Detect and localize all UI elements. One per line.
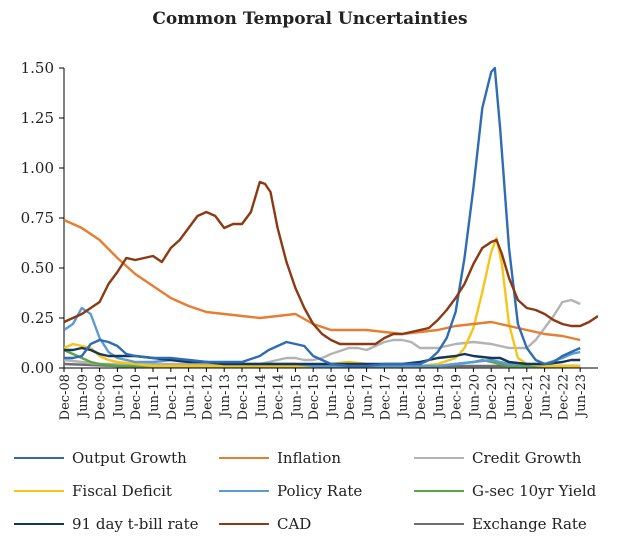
legend-swatch-credit-growth <box>414 457 464 459</box>
legend-item-credit-growth: Credit Growth <box>414 448 581 468</box>
x-tick-label: Jun-21 <box>503 374 518 419</box>
x-tick-label: Jun-11 <box>147 374 162 419</box>
legend-item-91-day-tbill-rate: 91 day t-bill rate <box>14 514 199 534</box>
x-tick-label: Dec-16 <box>343 374 358 420</box>
x-tick-label: Dec-17 <box>378 374 393 420</box>
legend-swatch-91-day-tbill-rate <box>14 523 64 525</box>
x-tick-label: Jun-18 <box>396 374 411 419</box>
x-tick-label: Jun-19 <box>432 374 447 419</box>
x-tick-label: Jun-14 <box>254 374 269 419</box>
legend-label: Policy Rate <box>277 482 363 500</box>
y-tick-label: 0.25 <box>21 309 54 327</box>
legend-item-output-growth: Output Growth <box>14 448 187 468</box>
legend-swatch-policy-rate <box>219 490 269 492</box>
legend-item-fiscal-deficit: Fiscal Deficit <box>14 481 172 501</box>
legend-swatch-gsec-10yr-yield <box>414 490 464 492</box>
y-tick-label: 1.00 <box>21 159 54 177</box>
legend-item-inflation: Inflation <box>219 448 341 468</box>
legend-swatch-fiscal-deficit <box>14 490 64 492</box>
x-tick-label: Dec-12 <box>200 374 215 420</box>
x-tick-label: Dec-22 <box>556 374 571 420</box>
series-line-credit-growth <box>64 298 581 366</box>
x-tick-label: Jun-12 <box>183 374 198 419</box>
x-tick-label: Jun-20 <box>467 374 482 419</box>
y-tick-label: 1.50 <box>21 59 54 77</box>
x-tick-label: Jun-13 <box>218 374 233 419</box>
x-tick-label: Dec-21 <box>521 374 536 420</box>
legend-label: CAD <box>277 515 312 533</box>
x-tick-label: Jun-22 <box>539 374 554 419</box>
x-tick-label: Dec-19 <box>450 374 465 420</box>
series-line-cad <box>64 180 598 346</box>
x-tick-label: Jun-16 <box>325 374 340 419</box>
chart-plot: 0.00 0.25 0.50 0.75 1.00 1.25 1.50 Dec-08 Jun-09… <box>21 59 598 420</box>
y-tick-label: 0.50 <box>21 259 54 277</box>
legend-label: Exchange Rate <box>472 515 587 533</box>
x-tick-label: Dec-15 <box>307 374 322 420</box>
legend-label: Credit Growth <box>472 449 582 467</box>
legend-label: G-sec 10yr Yield <box>472 482 597 500</box>
x-tick-label: Dec-18 <box>414 374 429 420</box>
legend-label: 91 day t-bill rate <box>72 515 199 533</box>
legend-swatch-output-growth <box>14 457 64 459</box>
x-tick-label: Jun-23 <box>574 374 589 419</box>
x-tick-label: Dec-08 <box>58 374 73 420</box>
x-tick-label: Dec-20 <box>485 374 500 420</box>
x-tick-label: Jun-15 <box>289 374 304 419</box>
x-tick-label: Jun-10 <box>111 374 126 419</box>
x-tick-label: Dec-10 <box>129 374 144 420</box>
y-tick-label: 0.00 <box>21 359 54 377</box>
series-line-inflation <box>64 218 581 342</box>
x-tick-label: Dec-14 <box>272 374 287 420</box>
legend-item-policy-rate: Policy Rate <box>219 481 362 501</box>
y-tick-label: 1.25 <box>21 109 54 127</box>
legend-swatch-cad <box>219 523 269 525</box>
legend-item-cad: CAD <box>219 514 311 534</box>
series-line-output-growth <box>64 66 581 368</box>
x-tick-label: Jun-17 <box>361 374 376 419</box>
legend-swatch-exchange-rate <box>414 523 464 525</box>
series-line-91-day-t-bill-rate <box>64 346 581 366</box>
legend-swatch-inflation <box>219 457 269 459</box>
chart-title: Common Temporal Uncertainties <box>152 9 468 29</box>
x-tick-label: Dec-11 <box>165 374 180 420</box>
legend-item-gsec-10yr-yield: G-sec 10yr Yield <box>414 481 596 501</box>
x-tick-label: Dec-09 <box>94 374 109 420</box>
x-tick-label: Dec-13 <box>236 374 251 420</box>
legend-label: Inflation <box>277 449 342 467</box>
legend-label: Fiscal Deficit <box>72 482 172 500</box>
legend-label: Output Growth <box>72 449 187 467</box>
legend-item-exchange-rate: Exchange Rate <box>414 514 587 534</box>
y-tick-label: 0.75 <box>21 209 54 227</box>
x-tick-label: Jun-09 <box>76 374 91 419</box>
